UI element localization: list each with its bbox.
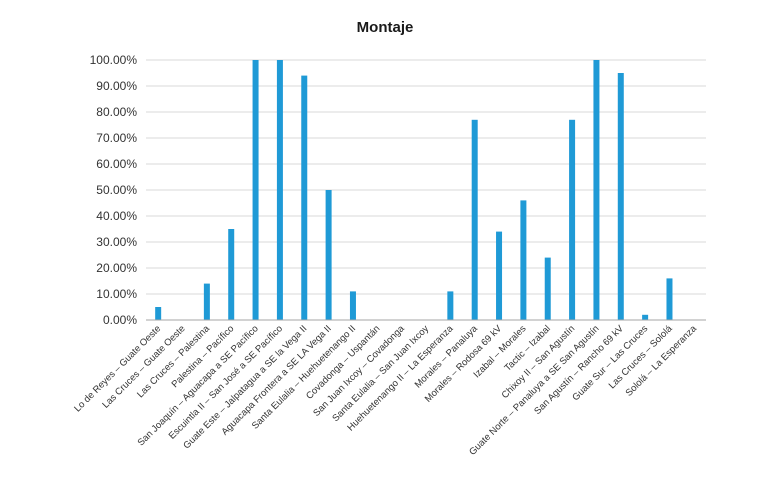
bar bbox=[569, 119, 576, 320]
bar bbox=[325, 190, 332, 320]
bar bbox=[544, 257, 551, 320]
y-tick-label: 80.00% bbox=[96, 105, 137, 119]
bar bbox=[471, 119, 478, 320]
y-tick-label: 60.00% bbox=[96, 157, 137, 171]
bar bbox=[155, 307, 162, 320]
bar bbox=[496, 231, 503, 320]
bar bbox=[593, 60, 600, 320]
bar bbox=[252, 60, 259, 320]
chart-title: Montaje bbox=[357, 19, 414, 36]
y-tick-label: 0.00% bbox=[103, 313, 137, 327]
y-tick-label: 100.00% bbox=[90, 53, 138, 67]
bars bbox=[155, 60, 673, 320]
y-tick-label: 30.00% bbox=[96, 235, 137, 249]
bar bbox=[349, 291, 356, 320]
y-tick-label: 10.00% bbox=[96, 287, 137, 301]
y-axis-tick-labels: 0.00% 10.00% 20.00% 30.00% 40.00% 50.00% 60.00… bbox=[90, 53, 138, 327]
bar bbox=[617, 73, 624, 320]
bar bbox=[276, 60, 283, 320]
y-tick-label: 20.00% bbox=[96, 261, 137, 275]
bar bbox=[666, 278, 673, 320]
y-tick-label: 90.00% bbox=[96, 79, 137, 93]
y-tick-label: 40.00% bbox=[96, 209, 137, 223]
bar bbox=[447, 291, 454, 320]
y-tick-label: 50.00% bbox=[96, 183, 137, 197]
bar bbox=[203, 283, 210, 320]
gridlines bbox=[146, 59, 706, 295]
bar bbox=[520, 200, 527, 320]
bar bbox=[642, 314, 649, 320]
bar bbox=[301, 75, 308, 320]
bar bbox=[228, 229, 235, 320]
y-tick-label: 70.00% bbox=[96, 131, 137, 145]
